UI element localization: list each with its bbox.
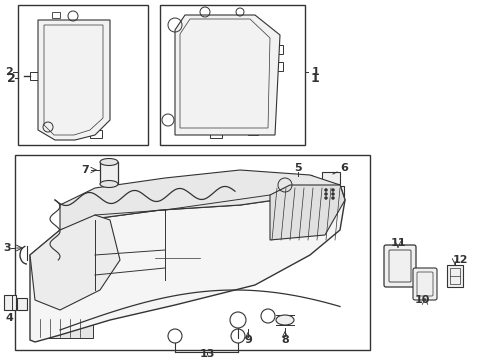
Polygon shape	[38, 20, 110, 140]
Circle shape	[324, 197, 327, 199]
Text: 4: 4	[5, 313, 13, 323]
Circle shape	[324, 189, 327, 192]
Bar	[270, 45, 283, 54]
Text: 6: 6	[339, 163, 347, 173]
Ellipse shape	[100, 158, 118, 166]
Ellipse shape	[275, 315, 293, 325]
Text: 5: 5	[294, 163, 301, 173]
Text: 13: 13	[199, 349, 214, 359]
Bar	[150, 255, 204, 295]
Bar	[4, 295, 16, 310]
Bar	[321, 186, 343, 200]
Bar	[100, 162, 118, 184]
Bar	[299, 177, 309, 183]
FancyBboxPatch shape	[412, 268, 436, 300]
Bar	[449, 268, 459, 284]
Bar	[15, 155, 369, 350]
Text: 12: 12	[451, 255, 467, 265]
Circle shape	[324, 193, 327, 195]
Polygon shape	[60, 170, 339, 230]
Text: 10: 10	[413, 295, 429, 305]
Bar	[30, 72, 40, 80]
Text: 9: 9	[244, 335, 251, 345]
Circle shape	[331, 189, 334, 192]
Polygon shape	[30, 215, 120, 310]
Bar	[297, 175, 311, 185]
Polygon shape	[269, 185, 345, 240]
Text: 2: 2	[7, 72, 15, 85]
Bar	[268, 62, 283, 71]
Text: 3: 3	[3, 243, 11, 253]
Bar	[18, 5, 148, 145]
Text: 7: 7	[81, 165, 89, 175]
Bar	[52, 12, 60, 18]
Text: 1: 1	[310, 72, 319, 85]
FancyBboxPatch shape	[383, 245, 415, 287]
Bar	[247, 128, 258, 135]
Bar	[38, 318, 93, 338]
Ellipse shape	[100, 180, 118, 188]
Text: 1: 1	[311, 67, 319, 77]
Bar	[446, 265, 462, 287]
Text: 2: 2	[5, 67, 13, 77]
Circle shape	[331, 197, 334, 199]
Circle shape	[331, 193, 334, 195]
Text: 8: 8	[281, 335, 288, 345]
Text: 11: 11	[389, 238, 405, 248]
Bar	[209, 130, 222, 138]
Bar	[321, 172, 339, 184]
Bar	[90, 130, 102, 138]
Polygon shape	[30, 185, 345, 342]
Bar	[17, 298, 27, 310]
Bar	[160, 5, 305, 145]
Polygon shape	[175, 15, 280, 135]
